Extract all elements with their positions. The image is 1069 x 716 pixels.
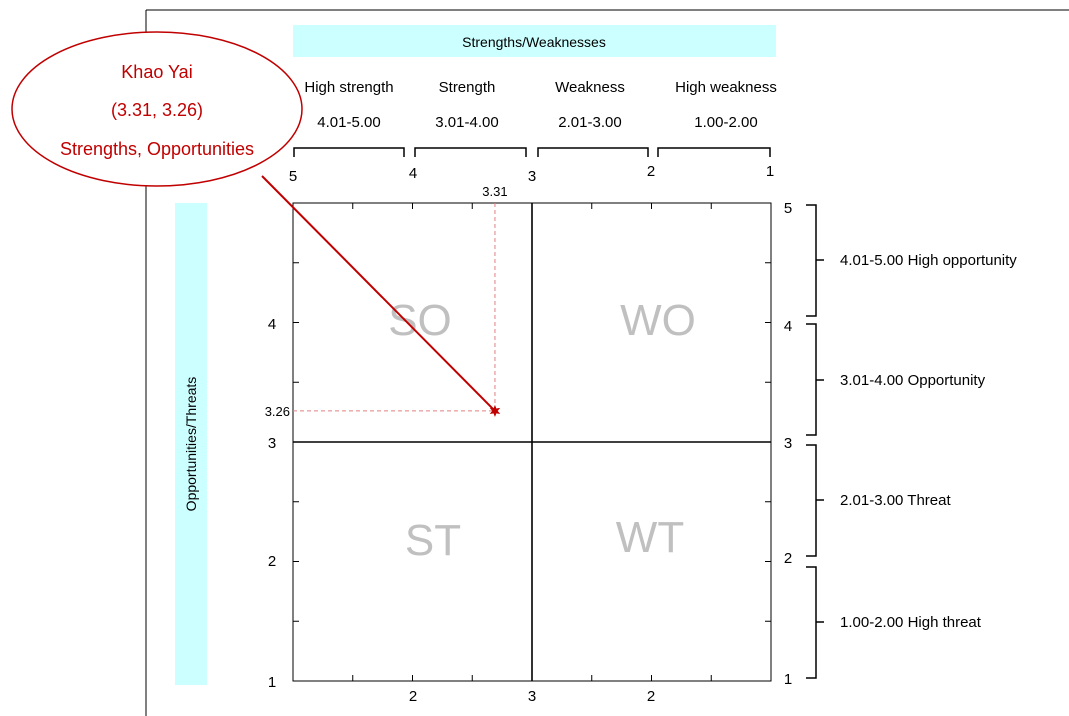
x-band-name: Strength [439, 79, 496, 96]
x-top-tick-label: 1 [766, 163, 774, 180]
x-top-tick-labels: 5 4 3 2 1 [289, 163, 774, 185]
x-band-name: High weakness [675, 79, 777, 96]
y-band-label: 2.01-3.00 Threat [840, 492, 951, 509]
y-band-label: 3.01-4.00 Opportunity [840, 372, 986, 389]
x-bottom-tick-labels: 2 3 2 [409, 688, 655, 705]
y-band-name: High threat [908, 614, 982, 631]
callout-point-category: Strengths, Opportunities [60, 139, 254, 159]
point-y-value-label: 3.26 [265, 404, 290, 419]
y-band-bracket [806, 444, 817, 557]
x-band-name: High strength [304, 79, 393, 96]
x-bottom-tick-label: 3 [528, 688, 536, 705]
y-axis-title-band [175, 203, 207, 685]
x-bottom-tick-label: 2 [647, 688, 655, 705]
quadrant-label: WT [616, 513, 684, 562]
x-axis-title: Strengths/Weaknesses [462, 34, 606, 50]
x-axis-title-band [293, 25, 776, 57]
y-left-tick-labels: 1 2 3 4 [268, 316, 276, 691]
y-band-range: 3.01-4.00 [840, 372, 903, 389]
data-points-layer: 3.31 3.26 [261, 175, 508, 419]
y-band-range: 1.00-2.00 [840, 614, 903, 631]
y-band-label: 4.01-5.00 High opportunity [840, 252, 1017, 269]
x-band-bracket [537, 147, 649, 157]
y-band-range: 2.01-3.00 [840, 492, 903, 509]
x-top-tick-label: 5 [289, 168, 297, 185]
x-band-range: 4.01-5.00 [317, 114, 380, 131]
y-band-range: 4.01-5.00 [840, 252, 903, 269]
y-band-name: Opportunity [908, 372, 986, 389]
x-band-brackets [293, 147, 771, 157]
y-band-bracket [806, 204, 817, 317]
y-band-name: Threat [907, 492, 951, 509]
y-right-tick-label: 1 [784, 671, 792, 688]
callout-point-coords: (3.31, 3.26) [111, 100, 203, 120]
callout-point-name: Khao Yai [121, 62, 192, 82]
quadrant-label: ST [405, 516, 461, 565]
x-top-tick-label: 2 [647, 163, 655, 180]
x-band-bracket [414, 147, 527, 157]
y-left-tick-label: 3 [268, 435, 276, 452]
x-top-tick-label: 4 [409, 165, 417, 182]
callout-leader-line [261, 175, 496, 412]
y-right-tick-labels: 5 4 3 2 1 [784, 200, 792, 688]
data-point-marker [489, 404, 501, 418]
y-axis-title: Opportunities/Threats [183, 377, 199, 512]
y-band-bracket [806, 566, 817, 679]
quadrant-label: SO [388, 296, 452, 345]
x-band-range: 1.00-2.00 [694, 114, 757, 131]
y-left-tick-label: 4 [268, 316, 276, 333]
y-band-name: High opportunity [908, 252, 1018, 269]
quadrant-labels: SO WO ST WT [388, 296, 696, 565]
point-x-value-label: 3.31 [482, 184, 507, 199]
y-band-labels: 4.01-5.00 High opportunity 3.01-4.00 Opp… [840, 252, 1017, 631]
y-left-tick-label: 1 [268, 674, 276, 691]
y-right-tick-label: 5 [784, 200, 792, 217]
x-band-name: Weakness [555, 79, 625, 96]
y-right-tick-label: 4 [784, 318, 792, 335]
y-right-tick-label: 2 [784, 550, 792, 567]
callout-text: Khao Yai (3.31, 3.26) Strengths, Opportu… [60, 62, 254, 159]
y-band-bracket [806, 323, 817, 436]
callout-ellipse [11, 31, 303, 187]
y-band-label: 1.00-2.00 High threat [840, 614, 982, 631]
x-band-bracket [657, 147, 771, 157]
x-band-bracket [293, 147, 405, 157]
x-top-tick-label: 3 [528, 168, 536, 185]
quadrant-label: WO [620, 296, 696, 345]
y-right-tick-label: 3 [784, 435, 792, 452]
x-band-labels: High strength Strength Weakness High wea… [304, 79, 776, 131]
y-left-tick-label: 2 [268, 553, 276, 570]
x-band-range: 2.01-3.00 [558, 114, 621, 131]
y-band-brackets [806, 204, 824, 679]
x-bottom-tick-label: 2 [409, 688, 417, 705]
x-band-range: 3.01-4.00 [435, 114, 498, 131]
